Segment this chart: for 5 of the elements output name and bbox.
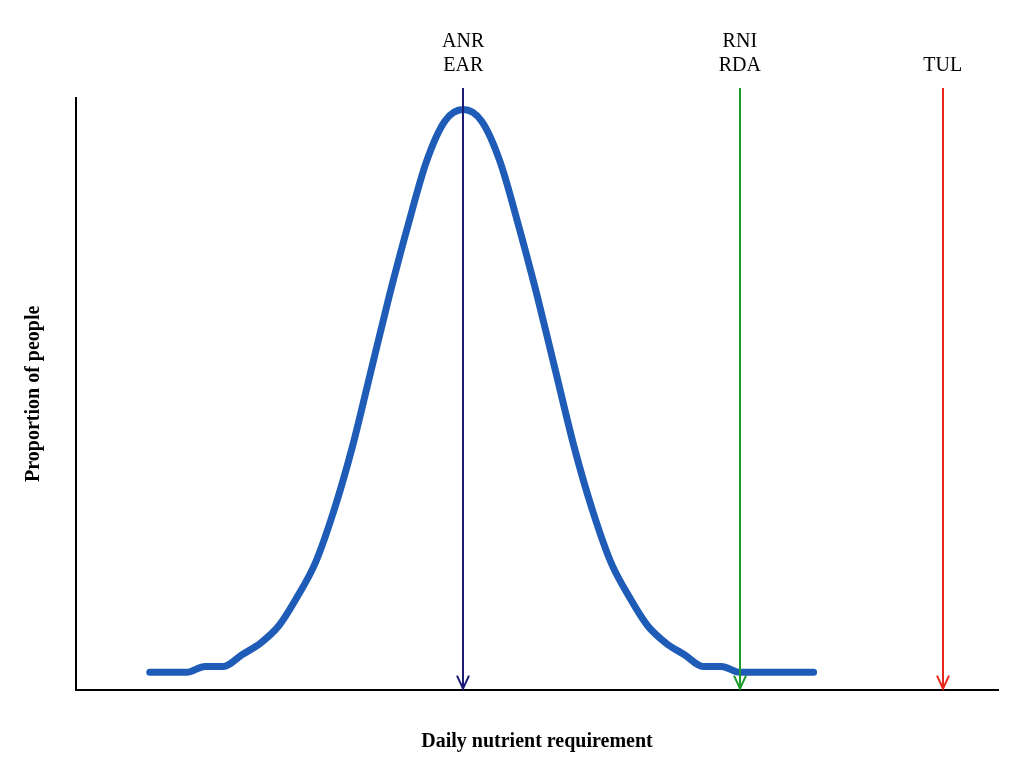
text: ANR EAR [441,28,486,76]
y-axis-title: Proportion of people [21,305,45,482]
text: TUL [922,52,964,76]
x-axis-title: Daily nutrient requirement [421,729,654,753]
text: RNI RDA [717,28,762,76]
